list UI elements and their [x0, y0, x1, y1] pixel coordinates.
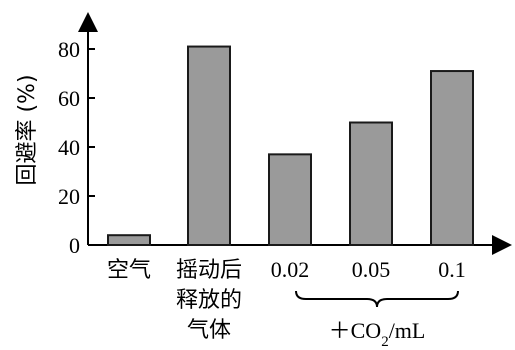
bar: [268, 153, 312, 247]
category-label: 释放的: [176, 288, 242, 313]
y-tick-label: 60: [58, 86, 80, 111]
bar: [187, 45, 231, 246]
bar: [349, 121, 393, 246]
y-ticks: 0 20 40 60 80: [58, 37, 95, 258]
category-label: 0.05: [352, 257, 391, 282]
bar: [107, 234, 151, 246]
y-tick-label: 0: [69, 233, 80, 258]
category-label: 摇动后: [176, 258, 242, 283]
y-tick-label: 20: [58, 184, 80, 209]
co2-group-annotation: ＋CO2/mL: [295, 290, 459, 350]
category-label: 0.02: [271, 257, 310, 282]
category-label: 空气: [107, 258, 151, 283]
group-label: ＋CO2/mL: [329, 318, 426, 350]
y-axis-label: 回避率 (%): [15, 74, 40, 185]
category-label: 气体: [187, 318, 231, 343]
y-axis-label-group: 回避率 (%): [15, 74, 40, 185]
y-tick-label: 40: [58, 135, 80, 160]
y-tick-label: 80: [58, 37, 80, 62]
group-brace: [295, 290, 459, 308]
bar: [430, 70, 474, 246]
bars: [107, 45, 474, 247]
category-label: 0.1: [438, 257, 466, 282]
